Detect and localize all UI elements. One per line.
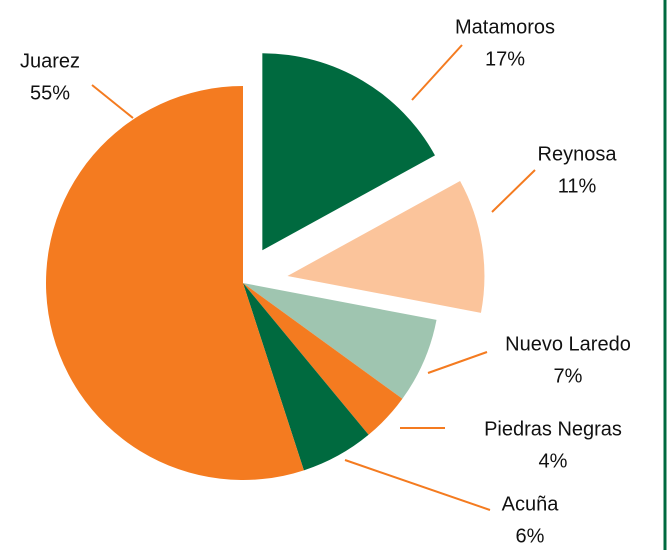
pie-slice (287, 181, 485, 313)
slice-label: Nuevo Laredo (505, 333, 631, 355)
slice-value-label: 7% (554, 365, 583, 387)
slice-label: Acuña (502, 493, 560, 515)
pie-slice (243, 283, 403, 435)
slice-value-label: 55% (30, 82, 70, 104)
slice-value-label: 4% (539, 450, 568, 472)
pie-slice (262, 53, 435, 251)
leader-line (411, 44, 463, 101)
leader-line (427, 351, 488, 374)
slice-value-label: 17% (485, 48, 525, 70)
pie-slice (243, 283, 369, 471)
slice-label: Reynosa (538, 143, 618, 165)
leader-line (91, 84, 134, 119)
leader-line (491, 169, 536, 213)
pie-slice (243, 283, 437, 399)
pie-slice (45, 86, 304, 480)
slice-label: Piedras Negras (484, 418, 622, 440)
slice-value-label: 6% (516, 525, 545, 547)
slice-label: Matamoros (455, 16, 555, 38)
leader-line (344, 459, 491, 511)
slice-value-label: 11% (558, 175, 597, 197)
slice-label: Juarez (20, 50, 80, 72)
